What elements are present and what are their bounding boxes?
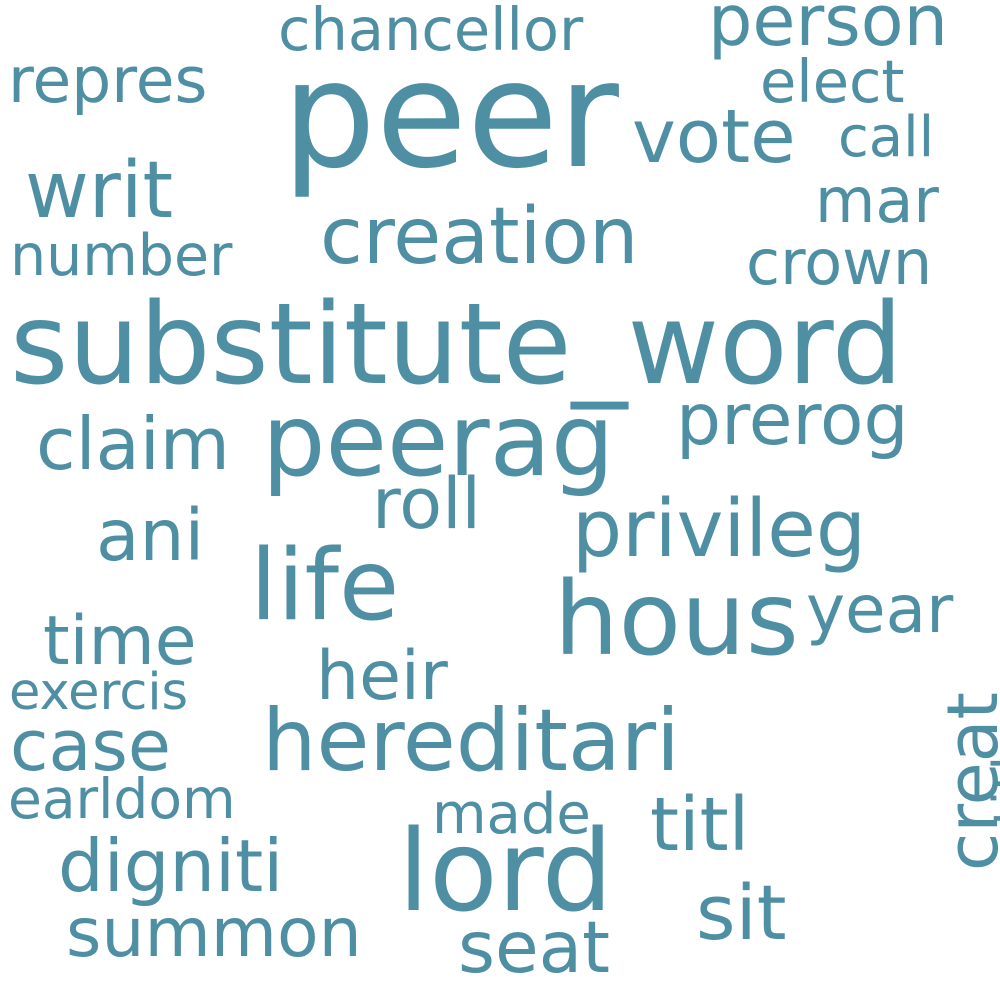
word-prerog: prerog	[676, 378, 909, 461]
word-claim: claim	[36, 402, 230, 486]
word-writ: writ	[25, 146, 174, 236]
word-digniti: digniti	[58, 824, 284, 908]
word-life: life	[250, 529, 400, 643]
word-repres: repres	[8, 44, 208, 117]
word-chancellor: chancellor	[278, 0, 584, 64]
word-heir: heir	[316, 637, 448, 716]
word-privileg: privileg	[572, 483, 866, 575]
word-mar: mar	[815, 164, 939, 237]
word-entitl: entitl	[983, 756, 1000, 891]
word-hous: hous	[554, 560, 799, 679]
word-elect: elect	[760, 47, 905, 116]
word-ani: ani	[96, 494, 205, 577]
word-case: case	[10, 705, 171, 787]
word-year: year	[806, 571, 954, 648]
word-time: time	[43, 602, 197, 681]
word-roll: roll	[372, 463, 481, 545]
word-titl: titl	[650, 782, 750, 868]
word-peerag: peerag	[262, 382, 615, 499]
word-crown: crown	[746, 226, 933, 299]
word-made: made	[432, 782, 591, 847]
word-vote: vote	[632, 94, 796, 180]
word-call: call	[838, 105, 935, 170]
word-seat: seat	[458, 906, 611, 989]
word-summon: summon	[66, 894, 362, 973]
word-exercis: exercis	[9, 663, 189, 722]
word-person: person	[708, 0, 948, 62]
word-peer: peer	[282, 29, 619, 201]
word-lord: lord	[398, 807, 613, 937]
word-earldom: earldom	[8, 767, 236, 831]
word-creation: creation	[320, 192, 639, 282]
word-hereditari: hereditari	[262, 691, 680, 791]
word-number: number	[10, 223, 233, 289]
word-sit: sit	[696, 868, 787, 957]
word-substitute-word: substitute_word	[10, 280, 903, 410]
